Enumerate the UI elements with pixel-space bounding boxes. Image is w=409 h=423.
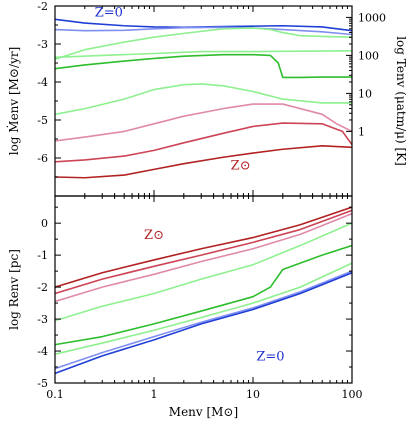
y-tick-label: -4 [37, 345, 48, 358]
series-line-1 [55, 209, 352, 295]
series-group [55, 18, 352, 179]
x-axis-title: Menv [M⊙] [169, 405, 238, 419]
series-line-3 [55, 50, 352, 59]
y-tick-label: 0 [41, 217, 48, 230]
annotation-label: Z⊙ [144, 228, 164, 243]
y-axis-title: log Renv [pc] [7, 249, 21, 330]
x-tick-label: 0.1 [46, 388, 64, 401]
series-line-1 [55, 26, 352, 36]
series-line-2 [55, 27, 352, 60]
x-tick-label: 1 [151, 388, 158, 401]
series-line-2 [55, 212, 352, 303]
right-y-tick-label: 1000 [358, 11, 386, 24]
annotation-label: Z=0 [95, 6, 123, 21]
y-tick-label: -5 [37, 114, 48, 127]
bottom-panel: 0 -1 -2 -3 -4 -50.1 1 10 100 log Renv [pc] Menv [M… [7, 195, 363, 419]
right-y-axis-title: log Tenv (μatm/μ) [K] [394, 36, 408, 166]
plot-frame [54, 195, 353, 384]
series-line-0 [55, 206, 352, 288]
series-line-7 [55, 122, 352, 163]
x-tick-label: 10 [246, 388, 260, 401]
annotation-label: Z⊙ [231, 158, 251, 173]
series-line-5 [55, 83, 352, 116]
series-line-8 [55, 145, 352, 179]
series-line-4 [55, 53, 352, 79]
y-tick-label: -4 [37, 76, 48, 89]
y-tick-label: -2 [37, 0, 48, 13]
right-y-tick-label: 100 [358, 49, 379, 62]
top-panel: -2 -3 -4 -5 -6 1000 100 10 1 log Tenv (μatm/μ) [K… [6, 0, 408, 197]
y-tick-label: -6 [37, 152, 48, 165]
y-tick-label: -3 [37, 313, 48, 326]
right-y-tick-label: 10 [358, 87, 372, 100]
series-line-5 [55, 262, 352, 356]
series-line-7 [55, 271, 352, 375]
annotation-label: Z=0 [256, 350, 284, 365]
y-tick-label: -1 [37, 249, 48, 262]
y-tick-label: -5 [37, 377, 48, 390]
y-tick-label: -2 [37, 281, 48, 294]
series-line-3 [55, 222, 352, 322]
series-line-4 [55, 244, 352, 346]
series-group [55, 206, 352, 375]
y-tick-label: -3 [37, 38, 48, 51]
series-line-6 [55, 270, 352, 370]
series-line-6 [55, 103, 352, 142]
x-tick-label: 100 [342, 388, 363, 401]
series-line-0 [55, 18, 352, 32]
right-y-tick-label: 1 [358, 125, 365, 138]
y-axis-title: log Ṁenv [M⊙/yr] [6, 47, 21, 156]
